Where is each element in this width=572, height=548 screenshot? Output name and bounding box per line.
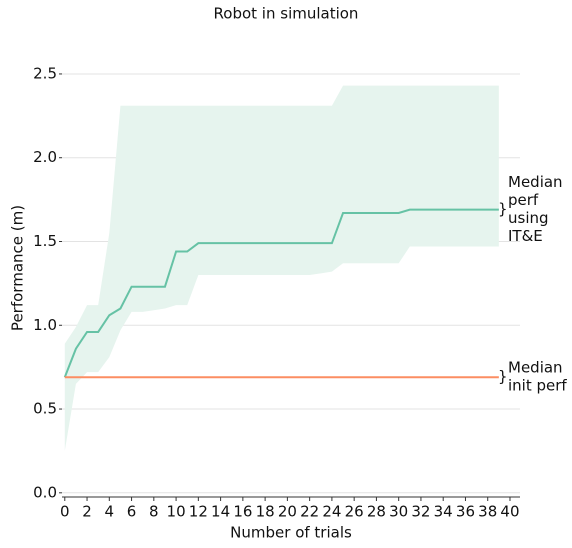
x-tick-label: 14 <box>211 503 230 521</box>
y-axis-label: Performance (m) <box>9 205 27 331</box>
y-tick-label: 1.5 <box>33 232 57 250</box>
y-tick-label: 0.0 <box>33 483 57 501</box>
x-tick-label: 34 <box>434 503 453 521</box>
x-tick-label: 16 <box>233 503 252 521</box>
x-tick-label: 24 <box>322 503 341 521</box>
annotation-label: perf <box>508 191 539 209</box>
annotation-label: IT&E <box>508 227 543 245</box>
x-tick-label: 40 <box>500 503 519 521</box>
chart-title: Robot in simulation <box>214 5 359 23</box>
x-tick-label: 22 <box>300 503 319 521</box>
annotation-label: Median <box>508 359 563 377</box>
annotation-label: Median <box>508 173 563 191</box>
annotation-brace: } <box>498 200 508 218</box>
band <box>64 85 499 451</box>
x-tick-label: 18 <box>256 503 275 521</box>
x-tick-label: 26 <box>345 503 364 521</box>
x-tick-label: 30 <box>389 503 408 521</box>
y-tick-label: 2.0 <box>33 148 57 166</box>
x-tick-label: 2 <box>82 503 92 521</box>
y-tick-label: 2.5 <box>33 64 57 82</box>
x-tick-label: 0 <box>60 503 70 521</box>
x-tick-label: 8 <box>149 503 159 521</box>
x-tick-label: 28 <box>367 503 386 521</box>
line <box>63 208 499 378</box>
x-tick-label: 32 <box>411 503 430 521</box>
x-tick-label: 12 <box>189 503 208 521</box>
annotation-label: using <box>508 209 549 227</box>
x-tick-label: 20 <box>278 503 297 521</box>
annotation-label: init perf <box>508 377 567 395</box>
x-tick-label: 4 <box>105 503 115 521</box>
y-tick-label: 1.0 <box>33 316 57 334</box>
x-tick-label: 10 <box>167 503 186 521</box>
annotation-brace: } <box>498 368 508 386</box>
y-tick-label: 0.5 <box>33 400 57 418</box>
x-tick-label: 38 <box>478 503 497 521</box>
x-tick-label: 6 <box>127 503 137 521</box>
x-tick-label: 36 <box>456 503 475 521</box>
x-axis-label: Number of trials <box>230 524 352 542</box>
